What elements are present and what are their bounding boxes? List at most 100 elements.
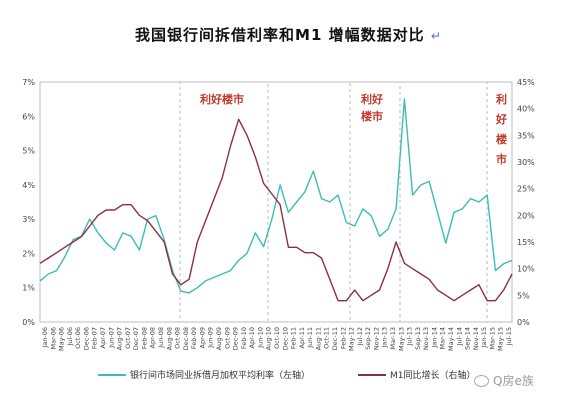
x-tick-label: Jun-09 — [207, 327, 215, 349]
x-tick-label: Nov-13 — [422, 327, 430, 350]
x-tick-label: Feb-10 — [240, 327, 248, 349]
x-tick-label: Jan-06 — [41, 327, 49, 349]
x-tick-label: Aug-08 — [165, 327, 173, 350]
x-tick-label: Apr-07 — [99, 327, 107, 348]
chart-title-text: 我国银行间拆借利率和M1 增幅数据对比 — [135, 26, 425, 44]
x-tick-label: Aug-07 — [116, 327, 124, 350]
x-tick-label: Jul-13 — [406, 327, 414, 346]
x-tick-label: Oct-09 — [223, 327, 231, 349]
x-tick-label: Oct-11 — [323, 327, 331, 349]
left-axis-tick-label: 6% — [22, 112, 35, 121]
right-axis-tick-label: 5% — [517, 291, 530, 300]
legend-item-m1: M1同比增长（右轴） — [358, 368, 476, 381]
left-axis-tick-label: 5% — [22, 147, 35, 156]
legend-label-m1: M1同比增长（右轴） — [390, 371, 476, 381]
x-tick-label: Feb-08 — [140, 327, 148, 349]
x-tick-label: Dec-06 — [82, 327, 90, 350]
annotation-label-2012-line2: 楼市 — [361, 109, 383, 123]
legend-item-rate: 银行间市场同业拆借月加权平均利率（左轴） — [98, 368, 310, 381]
x-tick-label: Apr-09 — [198, 327, 206, 348]
right-axis-tick-label: 15% — [517, 238, 535, 247]
x-tick-label: Apr-11 — [298, 327, 306, 348]
x-tick-label: Mar-13 — [389, 327, 397, 349]
annotation-label-2008: 利好楼市 — [200, 92, 244, 106]
legend-swatch-rate — [98, 373, 126, 376]
right-axis-tick-label: 40% — [517, 105, 535, 114]
x-tick-label: Jun-10 — [256, 327, 264, 349]
x-tick-label: Sep-14 — [464, 327, 472, 350]
annotation-label-2015-char: 利 — [496, 92, 507, 106]
x-tick-label: Dec-07 — [132, 327, 140, 350]
x-tick-label: Oct-10 — [273, 327, 281, 349]
right-axis-tick-label: 45% — [517, 78, 535, 87]
x-tick-label: May-12 — [348, 327, 356, 351]
x-tick-label: Jun-07 — [107, 327, 115, 349]
x-tick-label: Jan-13 — [381, 327, 389, 349]
x-tick-label: Mar-15 — [488, 327, 496, 349]
series-line-rate — [39, 98, 513, 294]
x-tick-label: Jul-12 — [356, 327, 364, 346]
watermark-text: Q房e族 — [493, 374, 534, 388]
x-tick-label: Aug-10 — [265, 327, 273, 350]
left-axis-tick-label: 0% — [22, 318, 35, 327]
x-tick-label: May-15 — [497, 327, 505, 351]
x-tick-label: Nov-14 — [472, 327, 480, 350]
x-tick-label: Apr-10 — [248, 327, 256, 348]
x-tick-label: Jan-15 — [480, 327, 488, 349]
x-tick-label: Aug-09 — [215, 327, 223, 350]
right-axis-tick-label: 20% — [517, 211, 535, 220]
x-tick-label: Mar-06 — [49, 327, 57, 349]
x-tick-label: May-14 — [447, 327, 455, 351]
wechat-logo-icon — [474, 374, 489, 387]
annotation-label-2015-char: 好 — [495, 112, 507, 126]
x-tick-label: May-13 — [397, 327, 405, 351]
x-tick-label: Aug-11 — [314, 327, 322, 350]
legend-label-rate: 银行间市场同业拆借月加权平均利率（左轴） — [130, 371, 311, 381]
watermark: Q房e族 — [474, 372, 534, 389]
x-tick-label: Dec-09 — [232, 327, 240, 350]
left-axis-tick-label: 1% — [22, 284, 35, 293]
x-tick-label: Jan-14 — [430, 327, 438, 349]
x-tick-label: Apr-08 — [149, 327, 157, 348]
annotation-label-2015-char: 市 — [496, 152, 507, 166]
annotation-box — [349, 81, 401, 323]
x-tick-label: Oct-06 — [74, 327, 82, 349]
x-tick-label: Mar-14 — [439, 327, 447, 349]
left-axis-tick-label: 7% — [22, 78, 35, 87]
x-tick-label: Sep-13 — [414, 327, 422, 350]
right-axis-tick-label: 25% — [517, 185, 535, 194]
annotation-label-2015-char: 楼 — [496, 132, 507, 146]
right-axis-tick-label: 10% — [517, 265, 535, 274]
x-tick-label: Dec-11 — [331, 327, 339, 350]
legend-swatch-m1 — [358, 373, 387, 376]
chart-title: 我国银行间拆借利率和M1 增幅数据对比 ↵ — [0, 24, 577, 45]
x-tick-label: Jul-15 — [505, 327, 513, 346]
legend: 银行间市场同业拆借月加权平均利率（左轴） M1同比增长（右轴） — [98, 368, 524, 381]
series-line-m1 — [39, 118, 513, 302]
x-tick-label: Feb-09 — [190, 327, 198, 349]
annotation-box — [179, 81, 269, 323]
right-axis-tick-label: 30% — [517, 158, 535, 167]
x-tick-label: Jun-11 — [306, 327, 314, 349]
x-tick-label: Feb-11 — [290, 327, 298, 349]
x-tick-label: Feb-07 — [91, 327, 99, 349]
return-mark: ↵ — [430, 29, 442, 43]
left-axis-tick-label: 4% — [22, 181, 35, 190]
right-axis-tick-label: 0% — [517, 318, 530, 327]
x-tick-label: Jun-08 — [157, 327, 165, 349]
right-axis-tick-label: 35% — [517, 131, 535, 140]
x-tick-label: Dec-10 — [281, 327, 289, 350]
x-tick-label: Jul-06 — [66, 327, 74, 346]
x-tick-label: Oct-08 — [174, 327, 182, 349]
left-axis-tick-label: 2% — [22, 249, 35, 258]
x-tick-label: Oct-07 — [124, 327, 132, 349]
left-axis-tick-label: 3% — [22, 215, 35, 224]
annotation-label-2012-line1: 利好 — [361, 92, 383, 106]
x-tick-label: Nov-12 — [372, 327, 380, 350]
x-tick-label: May-06 — [58, 327, 66, 351]
x-tick-label: Sep-12 — [364, 327, 372, 350]
x-tick-label: Feb-12 — [339, 327, 347, 349]
annotation-box — [486, 81, 513, 323]
x-tick-label: Jul-14 — [455, 327, 463, 346]
